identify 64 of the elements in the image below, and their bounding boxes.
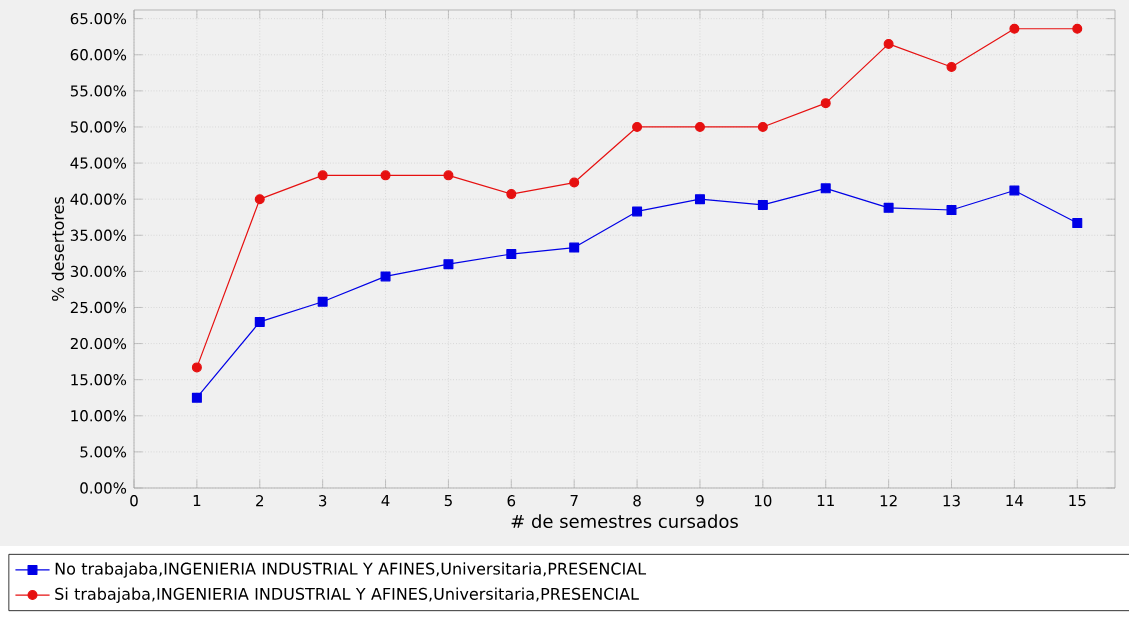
point (254, 194, 265, 205)
x-tick-label: 7 (570, 495, 578, 506)
point (694, 194, 705, 205)
y-tick-label: 65.00% (70, 12, 127, 25)
x-tick-label: 4 (381, 495, 390, 506)
point (443, 170, 454, 181)
point (317, 296, 328, 307)
point (569, 177, 580, 188)
y-tick-label: 20.00% (70, 337, 127, 350)
x-tick-label: 0 (130, 495, 138, 507)
point (254, 316, 265, 327)
y-tick-label: 30.00% (70, 265, 127, 278)
x-tick-label: 13 (943, 495, 960, 507)
y-tick-label: 40.00% (70, 193, 127, 205)
legend-label: Si trabajaba,INGENIERIA INDUSTRIAL Y AFINES,Universitaria,PRESENCIAL (55, 587, 639, 603)
point (757, 199, 768, 210)
point (1009, 185, 1020, 196)
point (1072, 23, 1083, 34)
x-axis-title: # de semestres cursados (511, 514, 738, 529)
x-tick-label: 6 (507, 495, 516, 507)
y-tick-label: 0.00% (80, 482, 127, 494)
point (317, 170, 328, 181)
point (883, 202, 894, 213)
y-tick-label: 45.00% (70, 157, 127, 169)
y-tick-label: 25.00% (70, 301, 127, 314)
x-tick-label: 3 (319, 495, 327, 507)
point (380, 170, 391, 181)
point (506, 249, 517, 260)
point (694, 121, 705, 132)
point (757, 121, 768, 132)
point (443, 259, 454, 270)
point (569, 242, 580, 253)
point (820, 98, 831, 109)
point (1072, 218, 1083, 228)
point (191, 362, 202, 373)
point (380, 271, 391, 282)
y-tick-label: 35.00% (70, 229, 127, 241)
x-tick-label: 5 (444, 495, 452, 507)
point (820, 183, 831, 194)
x-tick-label: 11 (817, 495, 834, 506)
point (632, 206, 643, 217)
y-tick-label: 5.00% (80, 446, 127, 458)
x-tick-label: 9 (696, 495, 704, 507)
point (946, 62, 957, 73)
y-axis-title: % desertores (51, 197, 65, 301)
y-tick-label: 15.00% (71, 374, 127, 386)
x-tick-label: 12 (880, 495, 897, 507)
point (946, 205, 957, 215)
y-tick-label: 60.00% (70, 49, 127, 61)
x-tick-label: 8 (633, 495, 641, 507)
x-tick-label: 15 (1069, 495, 1086, 507)
legend-label: No trabajaba,INGENIERIA INDUSTRIAL Y AFINES,Universitaria,PRESENCIAL (55, 562, 647, 578)
point (632, 121, 643, 132)
point (1009, 23, 1020, 34)
point (506, 189, 517, 200)
point (191, 392, 202, 403)
x-tick-label: 10 (754, 495, 772, 507)
point (883, 38, 894, 49)
y-tick-label: 50.00% (70, 121, 127, 133)
x-tick-label: 2 (256, 495, 264, 507)
y-tick-label: 10.00% (71, 410, 127, 422)
y-tick-label: 55.00% (70, 85, 127, 97)
x-tick-label: 1 (193, 495, 201, 506)
x-tick-label: 14 (1006, 495, 1024, 506)
